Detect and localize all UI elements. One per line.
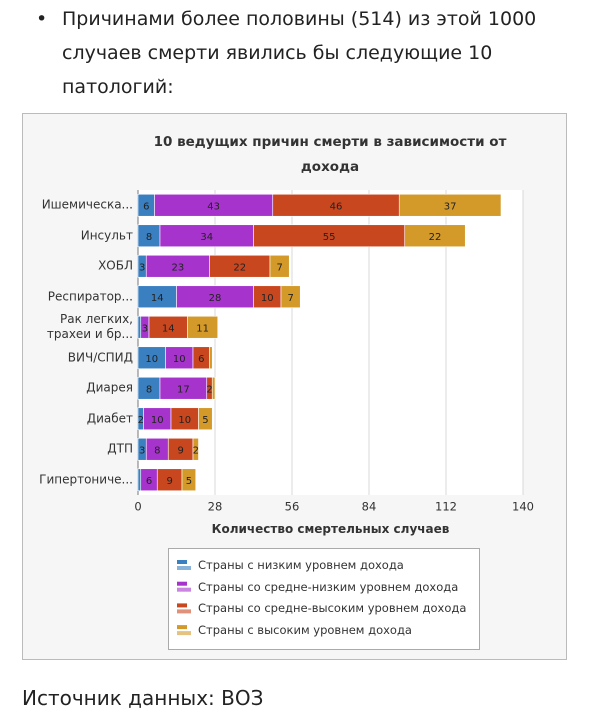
bar-value-label: 3: [142, 323, 148, 334]
bar-segment: [269, 254, 290, 278]
bar-value-label: 22: [233, 262, 246, 273]
bar-segment: [181, 468, 197, 492]
bar-value-label: 11: [196, 323, 209, 334]
x-tick-label: 112: [435, 500, 457, 514]
bar-value-label: 7: [276, 262, 282, 273]
legend-label: Страны со средне-низким уровнем дохода: [198, 579, 459, 594]
legend-swatch: [177, 625, 187, 630]
legend-swatch: [177, 587, 191, 592]
y-tick-label: Диабет: [86, 411, 133, 426]
x-tick-label: 0: [134, 500, 141, 514]
y-tick-label: Ишемическа...: [41, 197, 133, 212]
x-tick-label: 56: [285, 500, 300, 514]
legend-box: [168, 548, 480, 650]
bar-value-label: 28: [209, 293, 222, 304]
bar-value-label: 14: [162, 323, 175, 334]
bar-value-label: 55: [323, 232, 336, 243]
bar-value-label: 6: [146, 476, 152, 487]
x-tick-label: 28: [208, 500, 223, 514]
bar-value-label: 43: [207, 201, 220, 212]
bar-value-label: 3: [139, 445, 145, 456]
bar-segment: [211, 376, 216, 400]
legend-swatch: [177, 560, 187, 564]
bar-value-label: 17: [177, 384, 190, 395]
x-tick-label: 140: [512, 500, 534, 514]
x-tick-label: 84: [362, 500, 377, 514]
bar-value-label: 10: [173, 354, 186, 365]
bar-segment: [198, 407, 213, 431]
bar-value-label: 22: [429, 232, 442, 243]
y-tick-label: Гипертониче...: [39, 472, 133, 487]
bar-value-label: 23: [172, 262, 185, 273]
x-axis-label: Количество смертельных случаев: [211, 522, 450, 536]
bar-value-label: 2: [193, 445, 199, 456]
bar-value-label: 2: [206, 384, 212, 395]
bar-value-label: 5: [202, 415, 208, 426]
bar-value-label: 6: [198, 354, 204, 365]
bar-segment: [192, 437, 199, 461]
bar-value-label: 10: [261, 293, 274, 304]
bullet-text: Причинами более половины (514) из этой 1…: [62, 8, 537, 98]
chart-title: 10 ведущих причин смерти в зависимости о…: [153, 134, 507, 175]
bar-value-label: 5: [186, 476, 192, 487]
bar-value-label: 8: [146, 384, 152, 395]
legend-swatch: [177, 631, 191, 636]
y-tick-label: Респиратор...: [47, 289, 133, 304]
legend-label: Страны с низким уровнем дохода: [198, 558, 404, 572]
legend-swatch: [177, 566, 191, 570]
y-tick-label: ДТП: [107, 441, 133, 456]
bar-segment: [404, 224, 466, 248]
bar-segment: [137, 468, 142, 492]
y-tick-label: Инсульт: [80, 228, 133, 243]
bar-segment: [398, 193, 502, 217]
bar-value-label: 6: [143, 201, 149, 212]
bar-value-label: 10: [151, 415, 164, 426]
y-tick-label: Рак легких, трахеи и бр...: [46, 312, 133, 342]
bar-value-label: 9: [177, 445, 183, 456]
legend-label: Страны со средне-высоким уровнем дохода: [198, 601, 467, 616]
source-text: Источник данных: ВОЗ: [22, 686, 264, 710]
bar-value-label: 8: [154, 445, 160, 456]
y-tick-label: ВИЧ/СПИД: [67, 350, 133, 365]
bar-value-label: 8: [146, 232, 152, 243]
bar-segment: [209, 346, 213, 370]
y-tick-label: Диарея: [86, 380, 133, 395]
legend-swatch: [177, 609, 191, 614]
bar-value-label: 46: [330, 201, 343, 212]
bar-value-label: 3: [139, 262, 145, 273]
bar-segment: [280, 285, 301, 309]
legend-swatch: [177, 603, 187, 608]
legend-label: Страны с высоким уровнем дохода: [198, 623, 412, 638]
bar-value-label: 34: [200, 232, 213, 243]
legend-swatch: [177, 581, 187, 586]
bar-value-label: 2: [138, 415, 144, 426]
bar-value-label: 37: [444, 201, 457, 212]
bar-value-label: 9: [166, 476, 172, 487]
bar-value-label: 10: [145, 354, 158, 365]
bar-segment: [137, 315, 142, 339]
y-tick-label: ХОБЛ: [98, 258, 133, 273]
bar-value-label: 14: [151, 293, 164, 304]
bullet-dot: •: [36, 8, 48, 30]
bar-value-label: 10: [178, 415, 191, 426]
bar-value-label: 7: [287, 293, 293, 304]
bar-segment: [187, 315, 219, 339]
